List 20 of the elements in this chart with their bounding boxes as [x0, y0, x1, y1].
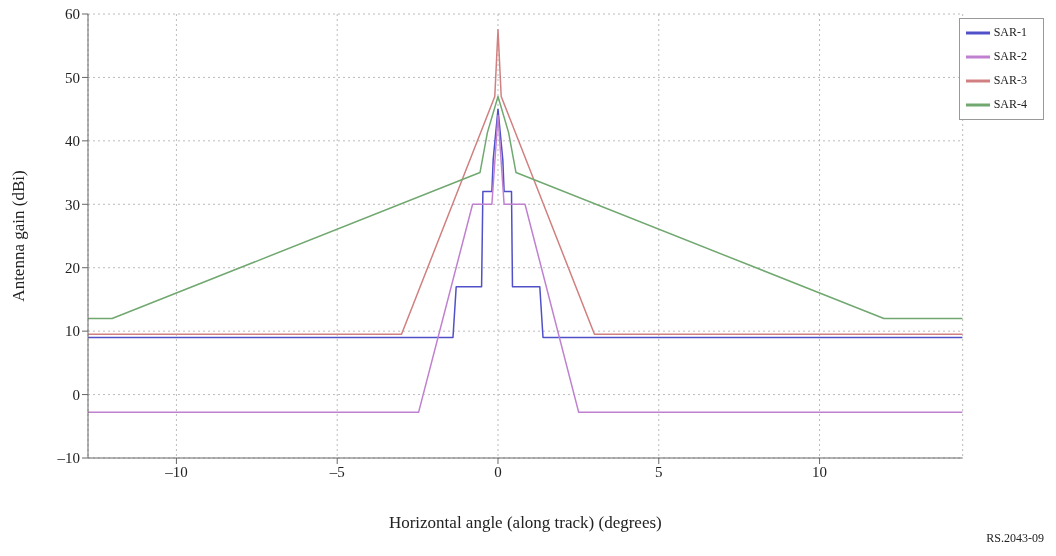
text: RS.2043-09 — [986, 531, 1044, 546]
legend-label: SAR-4 — [993, 96, 1027, 111]
x-tick-label: 5 — [655, 463, 663, 480]
legend-label: SAR-3 — [993, 72, 1027, 87]
y-tick-label: 60 — [65, 6, 80, 23]
x-axis-title: Horizontal angle (along track) (degrees) — [388, 513, 662, 532]
y-tick-label: 0 — [72, 386, 80, 403]
y-tick-label: 50 — [65, 69, 80, 86]
x-tick-label: 10 — [812, 463, 828, 480]
y-tick-label: 40 — [65, 133, 80, 150]
x-tick-label: –5 — [328, 463, 345, 480]
y-tick-label: 20 — [65, 260, 80, 277]
y-tick-label: –10 — [56, 450, 80, 467]
x-tick-label: 0 — [494, 463, 502, 480]
legend-label: SAR-1 — [993, 24, 1027, 39]
y-axis-title: Antenna gain (dBi) — [9, 170, 29, 302]
x-tick-label: –10 — [164, 463, 188, 480]
y-tick-label: 30 — [65, 196, 80, 213]
legend-label: SAR-2 — [993, 48, 1027, 63]
y-tick-label: 10 — [65, 323, 80, 340]
